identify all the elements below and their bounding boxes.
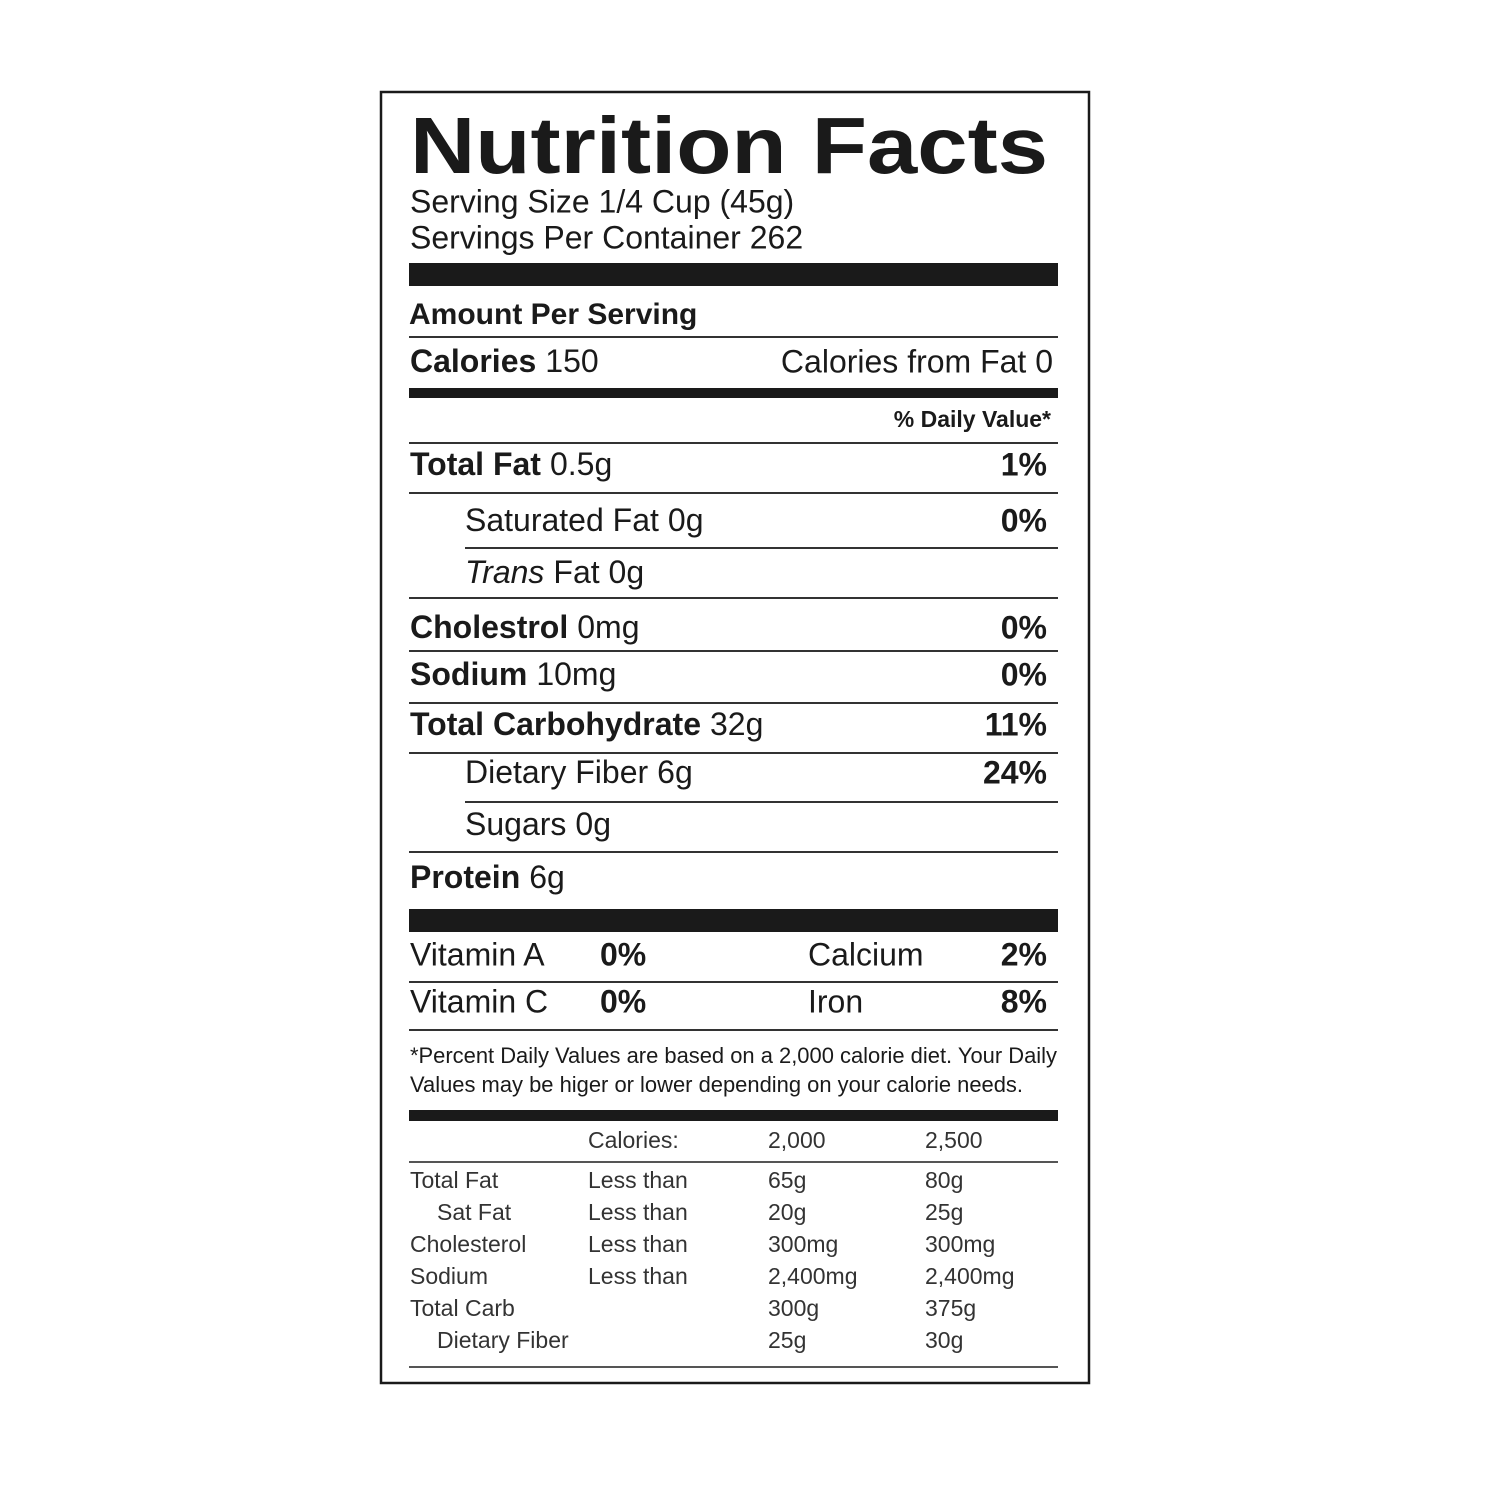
table-value: 80g	[925, 1167, 963, 1193]
table-nutrient: Sat Fat	[437, 1199, 512, 1225]
medium-bar	[409, 1110, 1058, 1121]
daily-value: 0%	[1001, 502, 1047, 538]
nutrient: Dietary Fiber 6g	[465, 754, 693, 790]
calories-label: Calories	[410, 343, 536, 379]
table-limit: Less than	[588, 1167, 688, 1193]
footnote: Values may be higer or lower depending o…	[410, 1072, 1023, 1097]
nutrient: Saturated Fat 0g	[465, 502, 703, 538]
table-value: 20g	[768, 1199, 806, 1225]
medium-bar	[409, 388, 1058, 398]
table-value: 375g	[925, 1295, 976, 1321]
table-limit: Less than	[588, 1263, 688, 1289]
title: Nutrition Facts	[410, 101, 1048, 190]
nutrient-label: Protein	[410, 859, 520, 895]
thick-bar	[409, 263, 1058, 286]
vitamin-dv: 2%	[1001, 936, 1047, 972]
table-value: 30g	[925, 1327, 963, 1353]
nutrient-label: Sodium	[410, 656, 527, 692]
daily-value-header: % Daily Value*	[894, 406, 1051, 432]
vitamin-name: Calcium	[808, 936, 924, 972]
nutrient-label: Cholestrol	[410, 609, 568, 645]
nutrient-label: Sugars	[465, 806, 566, 842]
daily-value: 0%	[1001, 656, 1047, 692]
nutrient-label: Saturated Fat	[465, 502, 659, 538]
table-value: 65g	[768, 1167, 806, 1193]
table-header: 2,000	[768, 1127, 826, 1153]
nutrient-amount: 6g	[529, 859, 565, 895]
footnote: *Percent Daily Values are based on a 2,0…	[410, 1043, 1057, 1068]
table-value: 2,400mg	[768, 1263, 858, 1289]
vitamin-name: Vitamin A	[410, 936, 545, 972]
table-value: 25g	[768, 1327, 806, 1353]
vitamin-dv: 0%	[600, 983, 646, 1019]
calories: Calories 150	[410, 343, 599, 379]
nutrient-amount: 0mg	[577, 609, 639, 645]
daily-value: 11%	[985, 706, 1047, 742]
vitamin-name: Iron	[808, 983, 863, 1019]
servings-per-container: Servings Per Container 262	[410, 219, 803, 255]
label-border	[379, 90, 1091, 1385]
nutrient: Sugars 0g	[465, 806, 611, 842]
table-value: 2,400mg	[925, 1263, 1015, 1289]
vitamin-name: Vitamin C	[410, 983, 548, 1019]
table-header: Calories:	[588, 1127, 679, 1153]
serving-size: Serving Size 1/4 Cup (45g)	[410, 183, 794, 219]
daily-value: 0%	[1001, 609, 1047, 645]
nutrient: Total Fat 0.5g	[410, 446, 612, 482]
nutrient-amount: 6g	[657, 754, 693, 790]
nutrient-label: Total Fat	[410, 446, 541, 482]
table-value: 300g	[768, 1295, 819, 1321]
table-limit: Less than	[588, 1199, 688, 1225]
calories-value: 150	[545, 343, 598, 379]
nutrient-label: Dietary Fiber	[465, 754, 649, 790]
nutrient: Total Carbohydrate 32g	[410, 706, 763, 742]
amount-per-serving: Amount Per Serving	[409, 298, 697, 331]
nutrient-label: Total Carbohydrate	[410, 706, 701, 742]
vitamin-dv: 8%	[1001, 983, 1047, 1019]
nutrient: Cholestrol 0mg	[410, 609, 639, 645]
table-nutrient: Total Carb	[410, 1295, 515, 1321]
nutrient: Trans Fat 0g	[465, 554, 644, 590]
daily-value: 1%	[1001, 446, 1047, 482]
table-nutrient: Sodium	[410, 1263, 488, 1289]
calories-from-fat: Calories from Fat 0	[781, 343, 1053, 379]
table-header: 2,500	[925, 1127, 983, 1153]
table-value: 300mg	[925, 1231, 995, 1257]
nutrient: Sodium 10mg	[410, 656, 616, 692]
nutrient-amount: Fat 0g	[553, 554, 644, 590]
nutrient-amount: 0.5g	[550, 446, 612, 482]
nutrient-amount: 10mg	[536, 656, 616, 692]
nutrient-amount: 32g	[710, 706, 763, 742]
nutrient-amount: 0g	[575, 806, 611, 842]
daily-value: 24%	[983, 754, 1047, 790]
thick-bar	[409, 909, 1058, 932]
table-value: 300mg	[768, 1231, 838, 1257]
nutrient: Protein 6g	[410, 859, 565, 895]
nutrient-label: Trans	[465, 554, 544, 590]
nutrient-amount: 0g	[668, 502, 704, 538]
vitamin-dv: 0%	[600, 936, 646, 972]
table-limit: Less than	[588, 1231, 688, 1257]
table-nutrient: Dietary Fiber	[437, 1327, 569, 1353]
table-nutrient: Cholesterol	[410, 1231, 526, 1257]
table-value: 25g	[925, 1199, 963, 1225]
table-nutrient: Total Fat	[410, 1167, 499, 1193]
